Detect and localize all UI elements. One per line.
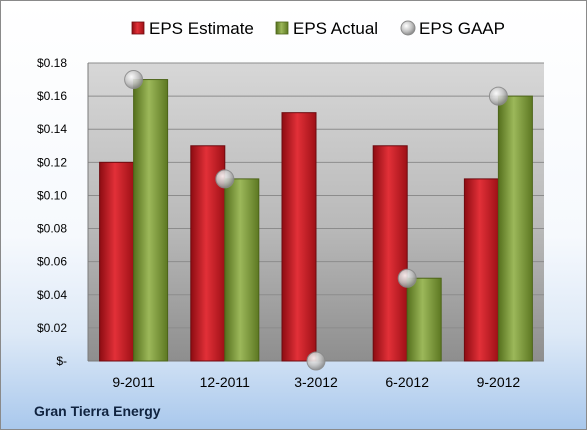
eps-estimate-bar (99, 161, 135, 362)
legend-label: EPS GAAP (419, 19, 505, 38)
y-tick-label: $- (56, 354, 67, 368)
y-tick-label: $0.16 (37, 89, 67, 103)
y-tick-label: $0.06 (37, 255, 67, 269)
legend-swatch (275, 21, 289, 35)
y-tick-label: $0.04 (37, 288, 67, 302)
eps-gaap-marker (306, 351, 326, 371)
legend: EPS Estimate EPS Actual EPS GAAP (131, 19, 505, 38)
legend-swatch (400, 20, 416, 36)
eps-gaap-marker (488, 86, 508, 106)
x-category-label: 9-2011 (112, 374, 155, 390)
gaap-markers (124, 70, 508, 371)
x-category-label: 9-2012 (477, 374, 521, 390)
y-tick-label: $0.10 (37, 188, 67, 202)
eps-actual-bar (224, 178, 260, 362)
company-label: Gran Tierra Energy (34, 403, 161, 419)
x-category-label: 3-2012 (294, 374, 338, 390)
eps-estimate-bar (281, 112, 317, 362)
y-tick-label: $0.12 (37, 155, 67, 169)
eps-actual-bar (133, 79, 169, 362)
y-axis: $- $0.02 $0.04 $0.06 $0.08 $0.10 $0.12 $0.14 $0.… (37, 56, 89, 368)
eps-actual-bar (406, 277, 442, 362)
x-category-label: 6-2012 (385, 374, 429, 390)
legend-swatch (131, 21, 145, 35)
legend-label: EPS Actual (293, 19, 378, 38)
eps-estimate-bar (372, 145, 408, 362)
y-tick-label: $0.14 (37, 122, 67, 136)
eps-gaap-marker (397, 268, 417, 288)
eps-actual-bar (497, 95, 533, 362)
x-axis: 9-2011 12-2011 3-2012 6-2012 9-2012 (112, 374, 520, 390)
x-category-label: 12-2011 (200, 374, 251, 390)
y-tick-label: $0.08 (37, 222, 67, 236)
eps-gaap-marker (215, 169, 235, 189)
bars (99, 79, 533, 362)
y-tick-label: $0.02 (37, 321, 67, 335)
legend-label: EPS Estimate (149, 19, 254, 38)
eps-gaap-marker (124, 70, 144, 90)
eps-estimate-bar (463, 178, 499, 362)
y-tick-label: $0.18 (37, 56, 67, 70)
